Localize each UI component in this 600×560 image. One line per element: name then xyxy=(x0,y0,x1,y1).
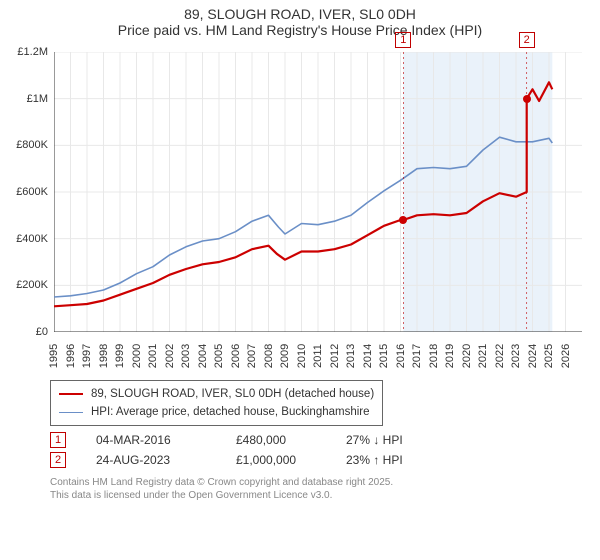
xtick-label: 2000 xyxy=(131,344,143,368)
legend-row-hpi: HPI: Average price, detached house, Buck… xyxy=(59,403,374,421)
xtick-label: 1998 xyxy=(98,344,110,368)
xtick-label: 2024 xyxy=(527,344,539,368)
title-block: 89, SLOUGH ROAD, IVER, SL0 0DH Price pai… xyxy=(10,6,590,38)
ytick-label: £800K xyxy=(16,139,48,151)
license-line-1: Contains HM Land Registry data © Crown c… xyxy=(50,476,590,489)
xtick-label: 2019 xyxy=(444,344,456,368)
xtick-label: 2007 xyxy=(246,344,258,368)
ytick-label: £0 xyxy=(36,326,48,338)
legend-row-price-paid: 89, SLOUGH ROAD, IVER, SL0 0DH (detached… xyxy=(59,385,374,403)
ytick-label: £1.2M xyxy=(17,46,48,58)
marker-rows: 1 04-MAR-2016 £480,000 27% ↓ HPI 2 24-AU… xyxy=(50,432,590,468)
xtick-label: 2008 xyxy=(263,344,275,368)
legend-swatch-price-paid xyxy=(59,393,83,395)
xtick-label: 2002 xyxy=(164,344,176,368)
xtick-label: 2023 xyxy=(510,344,522,368)
xtick-label: 1996 xyxy=(65,344,77,368)
marker-badge: 2 xyxy=(519,30,535,48)
chart-wrap: £0 £200K £400K £600K £800K £1M £1.2M 1995 1996 19… xyxy=(10,44,590,374)
xtick-label: 2015 xyxy=(378,344,390,368)
xtick-label: 2011 xyxy=(312,344,324,368)
title-subtitle: Price paid vs. HM Land Registry's House … xyxy=(10,22,590,38)
marker-badge-1: 1 xyxy=(50,432,66,448)
plot-area: £0£200K£400K£600K£800K£1M£1.2M1995199619… xyxy=(54,52,582,332)
xtick-label: 2013 xyxy=(345,344,357,368)
xtick-label: 1995 xyxy=(48,344,60,368)
ytick-label: £200K xyxy=(16,279,48,291)
marker-row-1: 1 04-MAR-2016 £480,000 27% ↓ HPI xyxy=(50,432,590,448)
legend-box: 89, SLOUGH ROAD, IVER, SL0 0DH (detached… xyxy=(50,380,383,426)
legend-label-price-paid: 89, SLOUGH ROAD, IVER, SL0 0DH (detached… xyxy=(91,385,374,403)
marker-badge-2: 2 xyxy=(50,452,66,468)
marker-pct-2: 23% ↑ HPI xyxy=(346,453,446,467)
xtick-label: 2005 xyxy=(213,344,225,368)
marker-date-1: 04-MAR-2016 xyxy=(96,433,206,447)
xtick-label: 2022 xyxy=(494,344,506,368)
marker-pct-1: 27% ↓ HPI xyxy=(346,433,446,447)
title-address: 89, SLOUGH ROAD, IVER, SL0 0DH xyxy=(10,6,590,22)
ytick-label: £400K xyxy=(16,233,48,245)
xtick-label: 2017 xyxy=(411,344,423,368)
xtick-label: 1999 xyxy=(114,344,126,368)
xtick-label: 2018 xyxy=(428,344,440,368)
xtick-label: 2021 xyxy=(477,344,489,368)
xtick-label: 2009 xyxy=(279,344,291,368)
license-line-2: This data is licensed under the Open Gov… xyxy=(50,489,590,502)
chart-page: 89, SLOUGH ROAD, IVER, SL0 0DH Price pai… xyxy=(0,0,600,560)
xtick-label: 1997 xyxy=(81,344,93,368)
xtick-label: 2010 xyxy=(296,344,308,368)
marker-row-2: 2 24-AUG-2023 £1,000,000 23% ↑ HPI xyxy=(50,452,590,468)
legend-label-hpi: HPI: Average price, detached house, Buck… xyxy=(91,403,370,421)
marker-date-2: 24-AUG-2023 xyxy=(96,453,206,467)
legend-swatch-hpi xyxy=(59,412,83,413)
xtick-label: 2003 xyxy=(180,344,192,368)
xtick-label: 2006 xyxy=(230,344,242,368)
license-block: Contains HM Land Registry data © Crown c… xyxy=(50,476,590,502)
ytick-label: £1M xyxy=(27,93,48,105)
marker-dot xyxy=(399,216,407,224)
marker-dot xyxy=(523,95,531,103)
xtick-label: 2016 xyxy=(395,344,407,368)
xtick-label: 2020 xyxy=(461,344,473,368)
xtick-label: 2004 xyxy=(197,344,209,368)
marker-badge: 1 xyxy=(395,30,411,48)
ytick-label: £600K xyxy=(16,186,48,198)
xtick-label: 2025 xyxy=(543,344,555,368)
chart-svg xyxy=(54,52,582,332)
xtick-label: 2012 xyxy=(329,344,341,368)
marker-price-1: £480,000 xyxy=(236,433,316,447)
xtick-label: 2026 xyxy=(560,344,572,368)
marker-price-2: £1,000,000 xyxy=(236,453,316,467)
xtick-label: 2001 xyxy=(147,344,159,368)
xtick-label: 2014 xyxy=(362,344,374,368)
